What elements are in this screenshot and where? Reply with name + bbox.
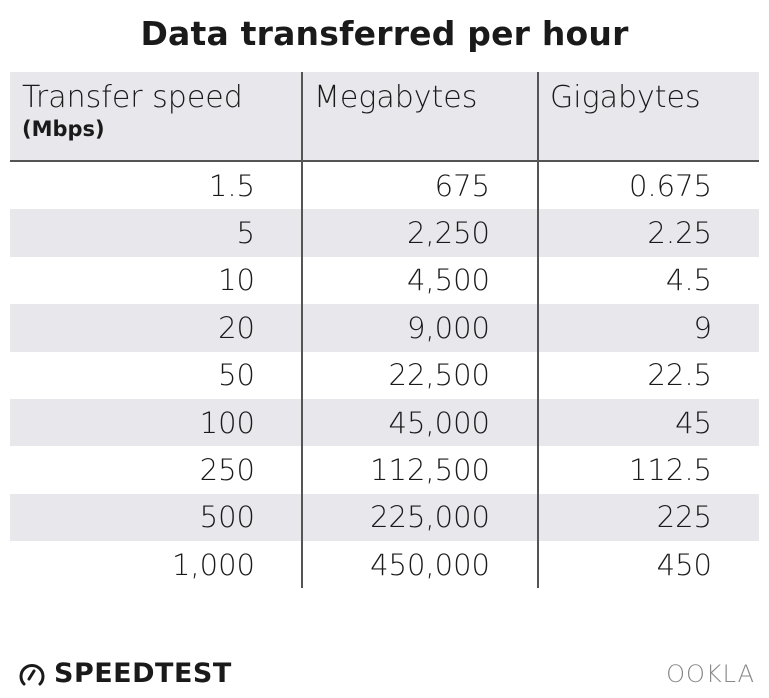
cell-speed: 100 (199, 405, 255, 440)
table-row: 1,000 450,000 450 (10, 541, 759, 588)
cell-gigabytes: 45 (675, 405, 712, 440)
chart-title: Data transferred per hour (140, 14, 629, 53)
cell-megabytes: 225,000 (370, 500, 490, 535)
cell-megabytes: 675 (434, 168, 490, 203)
cell-gigabytes: 225 (656, 500, 712, 535)
cell-speed: 50 (218, 358, 255, 393)
cell-speed: 1,000 (171, 547, 255, 582)
speedtest-wordmark: SPEEDTEST (54, 658, 232, 689)
ookla-logo: OOKLA (666, 660, 755, 688)
cell-gigabytes: 0.675 (628, 168, 712, 203)
table-row: 10 4,500 4.5 (10, 257, 759, 304)
cell-gigabytes: 112.5 (628, 453, 712, 488)
table-header: Transfer speed (Mbps) Megabytes Gigabyte… (10, 72, 759, 162)
cell-speed: 250 (199, 453, 255, 488)
table-row: 5 2,250 2.25 (10, 209, 759, 257)
table-row: 1.5 675 0.675 (10, 162, 759, 209)
speedtest-logo: SPEEDTEST (18, 658, 232, 689)
table-row: 100 45,000 45 (10, 398, 759, 447)
column-divider (301, 72, 303, 588)
cell-speed: 20 (218, 310, 255, 345)
speedometer-icon (19, 663, 45, 685)
cell-megabytes: 450,000 (370, 547, 490, 582)
cell-gigabytes: 450 (656, 547, 712, 582)
table-row: 20 9,000 9 (10, 304, 759, 352)
table-row: 250 112,500 112.5 (10, 446, 759, 493)
table-body: 1.5 675 0.675 5 2,250 2.25 10 4,500 4.5 20 9,000 9 5… (10, 162, 759, 589)
column-unit: (Mbps) (22, 117, 105, 141)
cell-gigabytes: 4.5 (665, 263, 712, 298)
cell-megabytes: 22,500 (388, 358, 490, 393)
cell-gigabytes: 2.25 (647, 216, 712, 251)
table-row: 50 22,500 22.5 (10, 352, 759, 399)
cell-megabytes: 4,500 (406, 263, 490, 298)
cell-megabytes: 45,000 (388, 405, 490, 440)
cell-speed: 1.5 (208, 168, 255, 203)
column-divider (537, 72, 539, 588)
column-header-transfer-speed: Transfer speed (Mbps) (10, 72, 302, 160)
cell-megabytes: 9,000 (406, 310, 490, 345)
cell-gigabytes: 22.5 (647, 358, 712, 393)
cell-speed: 5 (236, 216, 255, 251)
cell-speed: 500 (199, 500, 255, 535)
cell-gigabytes: 9 (693, 310, 712, 345)
column-header-gigabytes: Gigabytes (550, 80, 701, 115)
cell-megabytes: 2,250 (406, 216, 490, 251)
table-row: 500 225,000 225 (10, 493, 759, 542)
column-header-megabytes: Megabytes (314, 80, 478, 115)
column-label: Transfer speed (22, 80, 243, 115)
data-table: Transfer speed (Mbps) Megabytes Gigabyte… (10, 72, 759, 589)
cell-speed: 10 (218, 263, 255, 298)
cell-megabytes: 112,500 (370, 453, 490, 488)
